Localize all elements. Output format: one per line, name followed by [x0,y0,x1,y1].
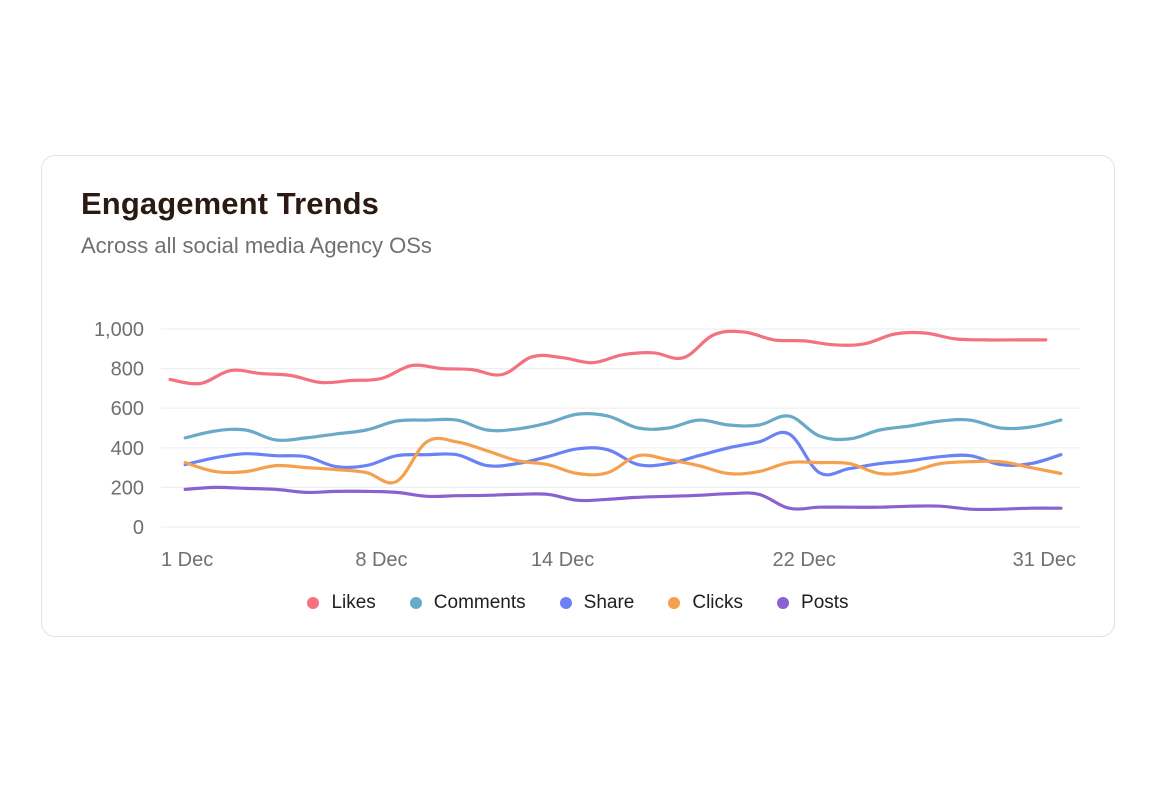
x-tick-label: 14 Dec [531,549,594,571]
y-tick-label: 0 [133,517,144,539]
x-tick-label: 1 Dec [161,549,213,571]
legend-dot-icon [409,597,422,609]
legend-dot-icon [559,597,572,609]
series-line-posts [183,485,1063,512]
series-line-likes [168,329,1048,386]
legend-item-posts[interactable]: Posts [777,592,849,614]
y-tick-label: 800 [111,359,144,381]
legend-label: Comments [433,592,526,613]
legend-dot-icon [307,597,320,609]
series-line-share [183,430,1063,477]
x-tick-label: 8 Dec [355,549,407,571]
series-lines [168,329,1063,512]
legend-label: Clicks [692,592,744,613]
x-tick-label: 22 Dec [773,549,836,571]
legend-item-share[interactable]: Share [559,592,635,614]
legend-item-comments[interactable]: Comments [409,592,526,614]
y-tick-label: 200 [111,477,144,499]
chart-legend: Likes Comments Share Clicks Posts [42,592,1114,614]
y-axis-ticks: 0 200 400 600 800 1,000 [94,319,144,539]
y-tick-label: 400 [111,438,144,460]
y-tick-label: 600 [111,398,144,420]
line-chart: 0 200 400 600 800 1,000 1 Dec 8 Dec 14 Dec 22 De… [94,319,1080,571]
y-tick-label: 1,000 [94,319,144,341]
legend-item-likes[interactable]: Likes [307,592,376,614]
x-tick-label: 31 Dec [1013,549,1076,571]
legend-item-clicks[interactable]: Clicks [668,592,743,614]
series-line-clicks [183,436,1063,485]
legend-label: Share [583,592,635,613]
legend-dot-icon [777,597,790,609]
x-axis-ticks: 1 Dec 8 Dec 14 Dec 22 Dec 31 Dec [161,549,1076,571]
chart-subtitle: Across all social media Agency OSs [81,233,432,258]
legend-label: Posts [801,592,849,613]
legend-dot-icon [668,597,681,609]
chart-title: Engagement Trends [81,186,379,221]
legend-label: Likes [331,592,376,613]
grid-lines [161,328,1080,528]
engagement-trends-card: Engagement Trends Across all social medi… [41,155,1115,637]
series-line-comments [183,411,1063,442]
